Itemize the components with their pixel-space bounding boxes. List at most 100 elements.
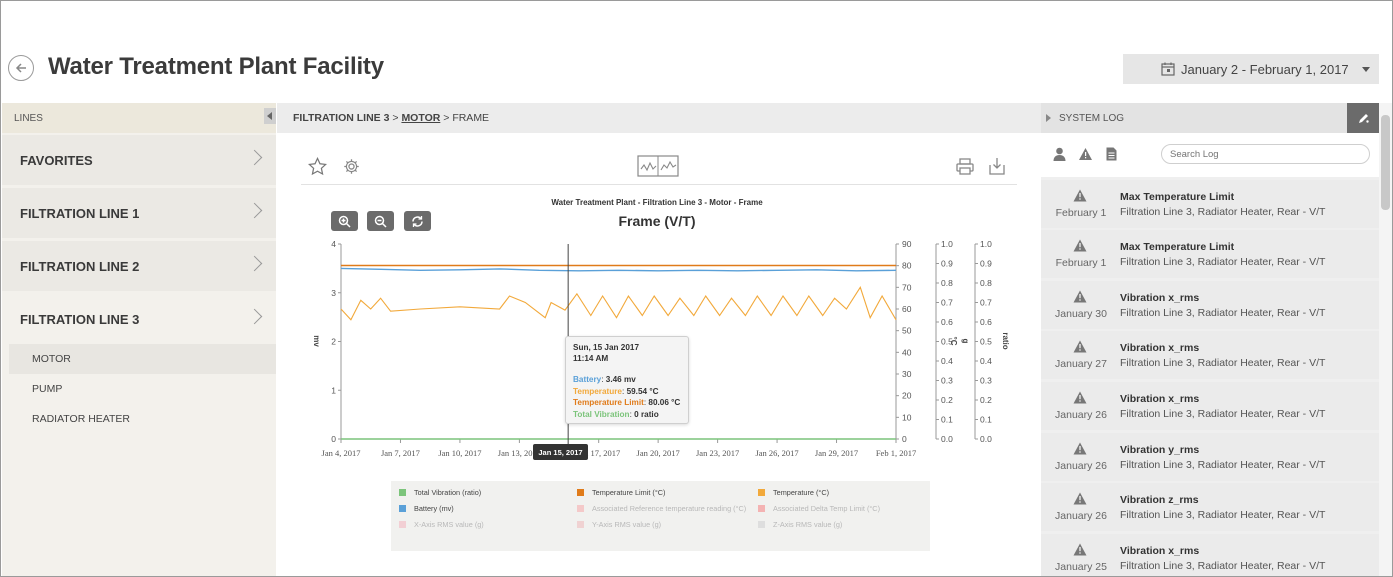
legend-label: Z-Axis RMS value (g) [773,520,843,529]
axis-tick-label: 0 [902,434,907,444]
legend-swatch [399,489,406,496]
legend-swatch [758,521,765,528]
system-log-scrollbar[interactable] [1379,103,1392,576]
axis-tick-label: 1 [331,385,336,395]
search-log-input[interactable] [1161,144,1370,164]
legend-swatch [577,521,584,528]
axis-tick-label: 0.5 [941,337,953,347]
line-item-favorites[interactable]: FAVORITES [2,135,276,185]
edit-log-button[interactable] [1347,103,1379,133]
legend-item[interactable]: Y-Axis RMS value (g) [577,520,661,529]
axis-tick-label: 50 [902,326,912,336]
breadcrumb-separator: > [443,112,450,124]
x-tick-label: Jan 10, 2017 [438,448,481,458]
zoom-out-button[interactable] [367,211,394,231]
log-entry[interactable]: February 1 Max Temperature Limit Filtratio… [1041,179,1379,228]
sub-item-pump[interactable]: PUMP [32,383,63,395]
tooltip-series-name: Total Vibration [573,409,630,419]
document-icon[interactable] [1106,147,1117,161]
log-entry-title: Vibration y_rms [1120,443,1200,456]
legend-swatch [399,521,406,528]
x-tick-label: Jan 23, 2017 [696,448,739,458]
legend-label: Battery (mv) [414,504,454,513]
legend-swatch [399,505,406,512]
collapse-sidebar-button[interactable] [264,108,276,124]
log-entry-date: January 26 [1055,408,1107,421]
axis-tick-label: 0.4 [941,356,953,366]
axis-tick-label: 0.3 [980,376,992,386]
scrollbar-thumb[interactable] [1381,115,1390,210]
legend-label: X-Axis RMS value (g) [414,520,484,529]
axis-title: °C [949,337,958,346]
x-tick-label: Jan 4, 2017 [322,448,361,458]
chart-title: Frame (V/T) [618,213,696,229]
expand-arrow-icon [1046,114,1051,122]
star-icon[interactable] [308,157,327,176]
breadcrumb-line: FILTRATION LINE 3 [293,112,390,124]
legend-item[interactable]: Associated Reference temperature reading… [577,504,746,513]
line-item-label: FAVORITES [20,152,93,168]
axis-tick-label: 30 [902,369,912,379]
x-tick-label: Jan 26, 2017 [755,448,798,458]
axis-tick-label: 0.2 [980,395,992,405]
axis-tick-label: 1.0 [941,239,953,249]
axis-tick-label: 90 [902,239,912,249]
log-entry-title: Max Temperature Limit [1120,190,1235,203]
breadcrumb-asset-link[interactable]: MOTOR [401,112,441,124]
sub-item-radiator-heater[interactable]: RADIATOR HEATER [32,413,131,425]
cursor-date-flag: Jan 15, 2017 [533,444,588,460]
download-icon[interactable] [989,157,1005,175]
log-entry[interactable]: January 26 Vibration y_rms Filtration Line… [1041,432,1379,481]
axis-tick-label: 0 [331,434,336,444]
line-item-filtration-line-3[interactable]: FILTRATION LINE 3 [2,294,276,344]
log-entry[interactable]: January 30 Vibration x_rms Filtration Line… [1041,280,1379,329]
log-entry-date: January 27 [1055,358,1107,371]
user-icon[interactable] [1053,147,1066,161]
legend-label: Associated Reference temperature reading… [592,504,747,513]
log-entry-title: Vibration x_rms [1120,392,1200,405]
chevron-right-icon [246,202,263,219]
line-item-filtration-line-1[interactable]: FILTRATION LINE 1 [2,188,276,238]
warning-icon [1073,442,1087,455]
legend-item[interactable]: Total Vibration (ratio) [399,488,481,497]
chart-view-icon[interactable] [637,155,679,177]
date-range-picker[interactable]: January 2 - February 1, 2017 [1123,54,1379,84]
log-entry[interactable]: January 26 Vibration z_rms Filtration Line… [1041,483,1379,532]
tooltip-time: 11:14 AM [573,354,609,363]
axis-tick-label: 0.4 [980,356,992,366]
gear-icon[interactable] [343,158,360,175]
warning-icon [1073,239,1087,252]
axis-tick-label: 80 [902,261,912,271]
system-log-heading: SYSTEM LOG [1059,112,1125,124]
legend-label: Temperature (°C) [773,488,830,497]
legend-item[interactable]: Temperature Limit (°C) [577,488,665,497]
legend-item[interactable]: X-Axis RMS value (g) [399,520,484,529]
print-icon[interactable] [956,158,974,175]
axis-tick-label: 0.0 [941,434,953,444]
sidebar-header: LINES [2,103,276,133]
page-title: Water Treatment Plant Facility [48,53,384,80]
zoom-in-button[interactable] [331,211,358,231]
axis-tick-label: 70 [902,282,912,292]
legend-item[interactable]: Associated Delta Temp Limit (°C) [758,504,880,513]
refresh-button[interactable] [404,211,431,231]
back-button[interactable] [8,55,34,81]
legend-item[interactable]: Z-Axis RMS value (g) [758,520,842,529]
chart-toolbar [301,151,1017,185]
log-entry[interactable]: February 1 Max Temperature Limit Filtratio… [1041,230,1379,279]
log-entry[interactable]: January 27 Vibration x_rms Filtration Line… [1041,331,1379,380]
warning-icon[interactable] [1078,147,1093,161]
tooltip-row: Total Vibration: 0 ratio [573,409,659,419]
refresh-icon [412,215,423,227]
line-chart[interactable]: 0 1 2 3 4 mv 0 10 20 30 40 50 60 70 80 90 °C 0.0 0.1 0.2 0.3… [301,233,1017,463]
log-entry[interactable]: January 25 Vibration x_rms Filtration Line… [1041,533,1379,576]
legend-item[interactable]: Battery (mv) [399,504,454,513]
warning-icon [1073,391,1087,404]
legend-item[interactable]: Temperature (°C) [758,488,829,497]
system-log-header[interactable]: SYSTEM LOG [1041,103,1379,133]
axis-tick-label: 0.6 [980,317,992,327]
line-item-filtration-line-2[interactable]: FILTRATION LINE 2 [2,241,276,291]
log-entry[interactable]: January 26 Vibration x_rms Filtration Line… [1041,381,1379,430]
sub-item-motor[interactable]: MOTOR [9,344,276,374]
axis-tick-label: 0.9 [980,259,992,269]
